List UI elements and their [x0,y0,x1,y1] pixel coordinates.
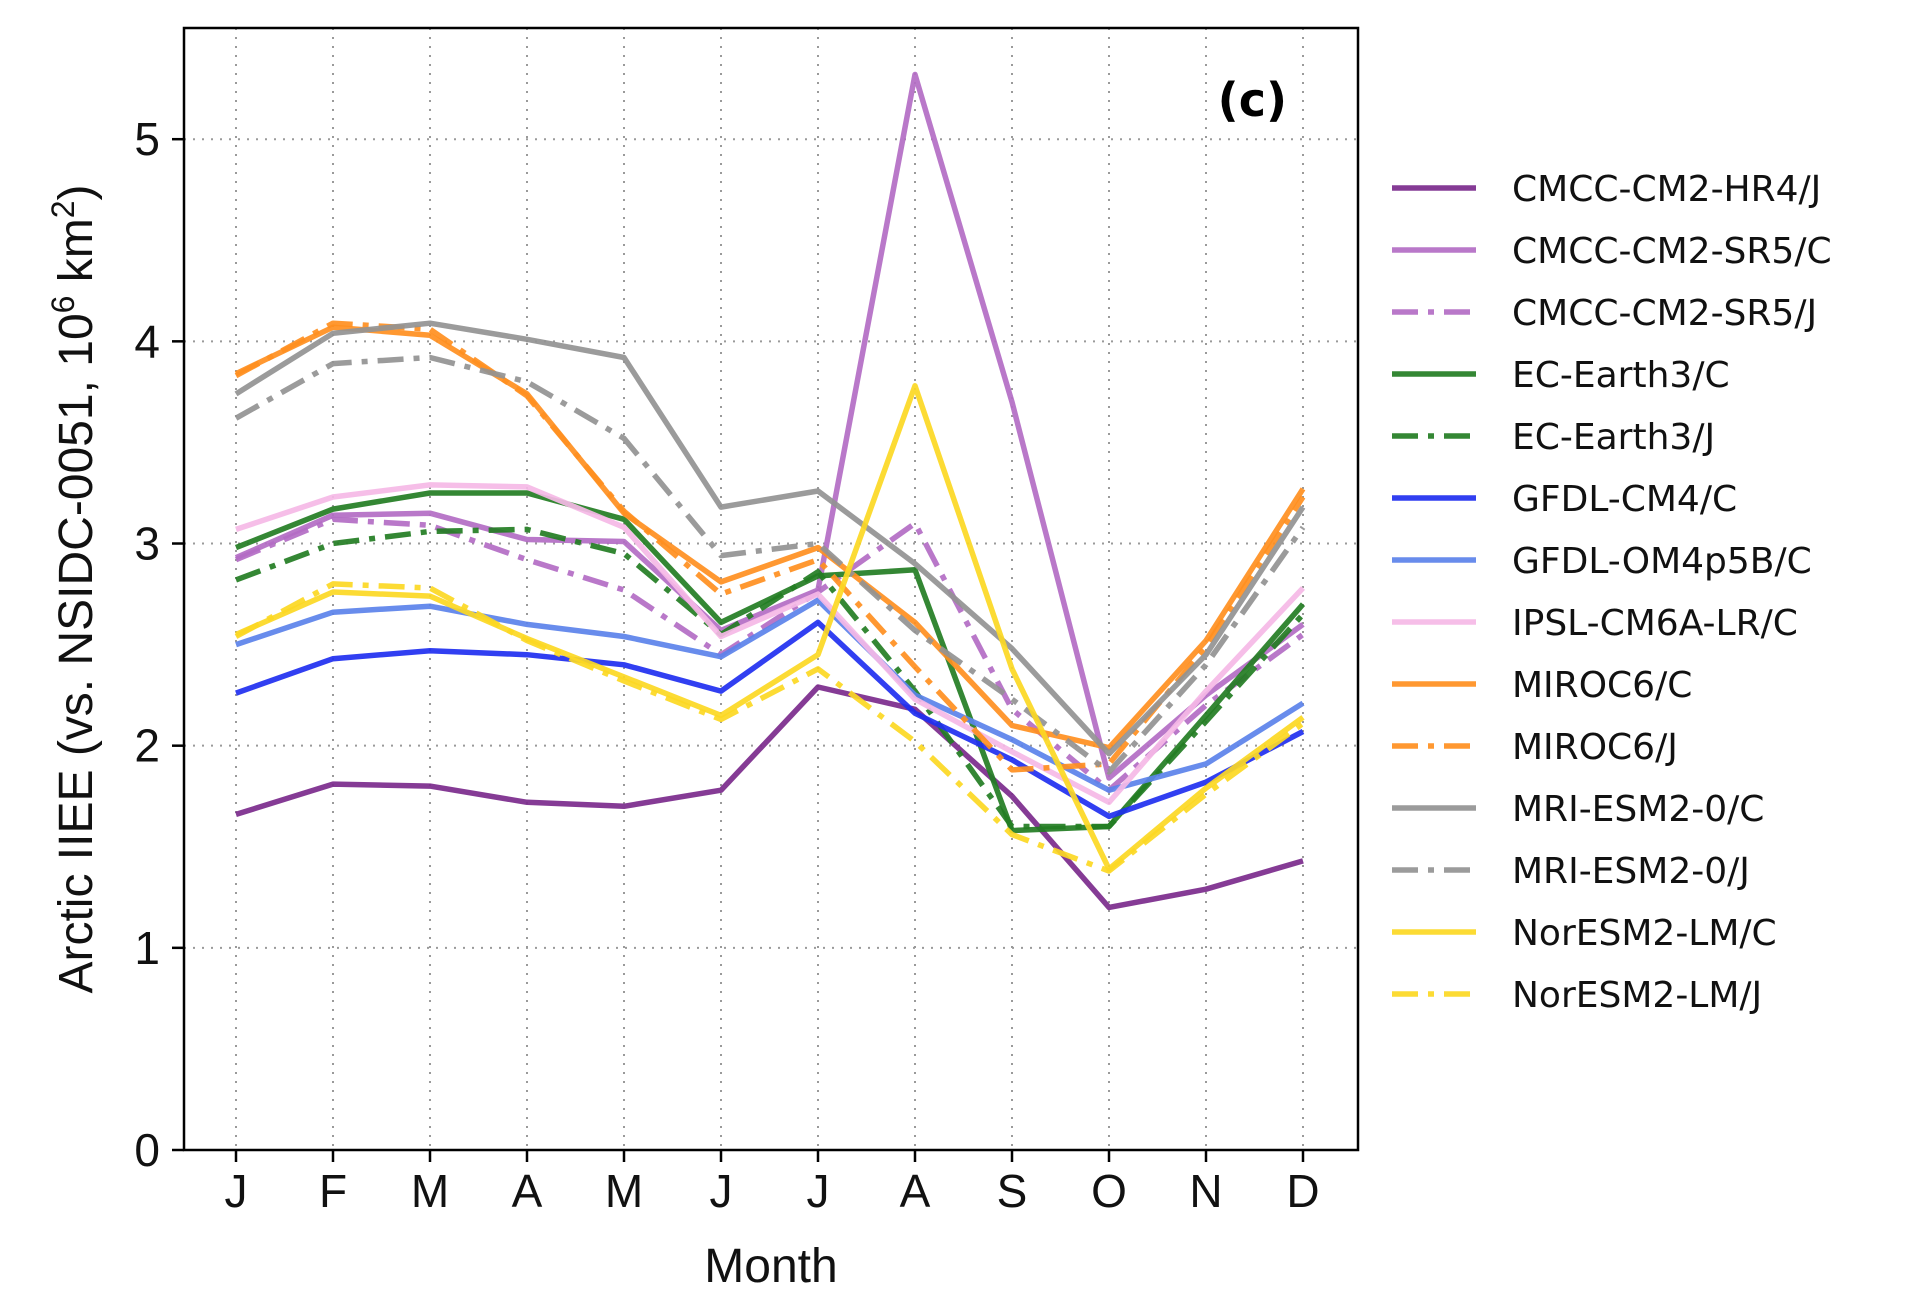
legend-label: MIROC6/C [1512,665,1692,706]
x-tick-label: D [1286,1165,1319,1217]
series-line [235,482,1306,806]
plot-frame [182,26,1360,1152]
grid-lines [184,28,1358,1151]
series-line [234,516,1305,793]
legend-label: GFDL-CM4/C [1512,479,1737,520]
y-axis-label-mid: km [50,218,103,295]
y-axis-ticks: 0 1 2 3 4 5 [134,113,184,1176]
x-tick-label: A [900,1165,931,1217]
legend-label: EC-Earth3/J [1512,417,1715,458]
x-tick-label: J [225,1165,248,1217]
x-tick-label: M [411,1165,449,1217]
panel-label: (c) [1218,73,1287,127]
y-axis-label-main: Arctic IIEE (vs. NSIDC-0051, 10 [50,313,103,993]
y-axis-label-superscript-2: 2 [45,200,81,218]
y-tick-label: 2 [134,720,160,772]
series-line [234,320,1306,757]
y-tick-label: 5 [134,113,160,165]
legend-label: EC-Earth3/C [1512,355,1730,396]
legend: CMCC-CM2-HR4/J CMCC-CM2-SR5/C CMCC-CM2-SR5… [1392,169,1832,1016]
x-tick-label: M [605,1165,643,1217]
legend-label: MIROC6/J [1512,727,1678,768]
y-axis-label-end: ) [50,184,103,200]
series-line [234,383,1305,872]
x-tick-label: S [997,1165,1028,1217]
x-tick-label: J [710,1165,733,1217]
series-line [235,619,1305,820]
y-tick-label: 4 [134,315,160,367]
legend-label: MRI-ESM2-0/J [1512,851,1750,892]
series-line [235,684,1304,911]
series-line [234,354,1306,775]
legend-label: GFDL-OM4p5B/C [1512,541,1812,582]
legend-label: IPSL-CM6A-LR/C [1512,603,1798,644]
series-line [234,71,1305,781]
legend-label: CMCC-CM2-HR4/J [1512,169,1821,210]
y-tick-label: 3 [134,518,160,570]
y-axis-label-superscript-6: 6 [45,296,81,314]
series-line [234,324,1306,751]
legend-label: CMCC-CM2-SR5/J [1512,293,1817,334]
legend-label: NorESM2-LM/J [1512,975,1762,1016]
legend-label: NorESM2-LM/C [1512,913,1777,954]
x-axis-label: Month [704,1240,837,1293]
legend-label: CMCC-CM2-SR5/C [1512,231,1832,272]
series-lines [234,71,1306,911]
x-tick-label: O [1091,1165,1127,1217]
y-axis-label: Arctic IIEE (vs. NSIDC-0051, 106 km2) [45,184,103,993]
series-line [234,320,1306,773]
y-tick-label: 1 [134,922,160,974]
x-tick-label: N [1189,1165,1222,1217]
legend-label: MRI-ESM2-0/C [1512,789,1764,830]
series-line [234,581,1305,874]
y-tick-label: 0 [134,1124,160,1176]
x-tick-label: J [807,1165,830,1217]
x-tick-label: F [319,1165,347,1217]
x-tick-label: A [512,1165,543,1217]
